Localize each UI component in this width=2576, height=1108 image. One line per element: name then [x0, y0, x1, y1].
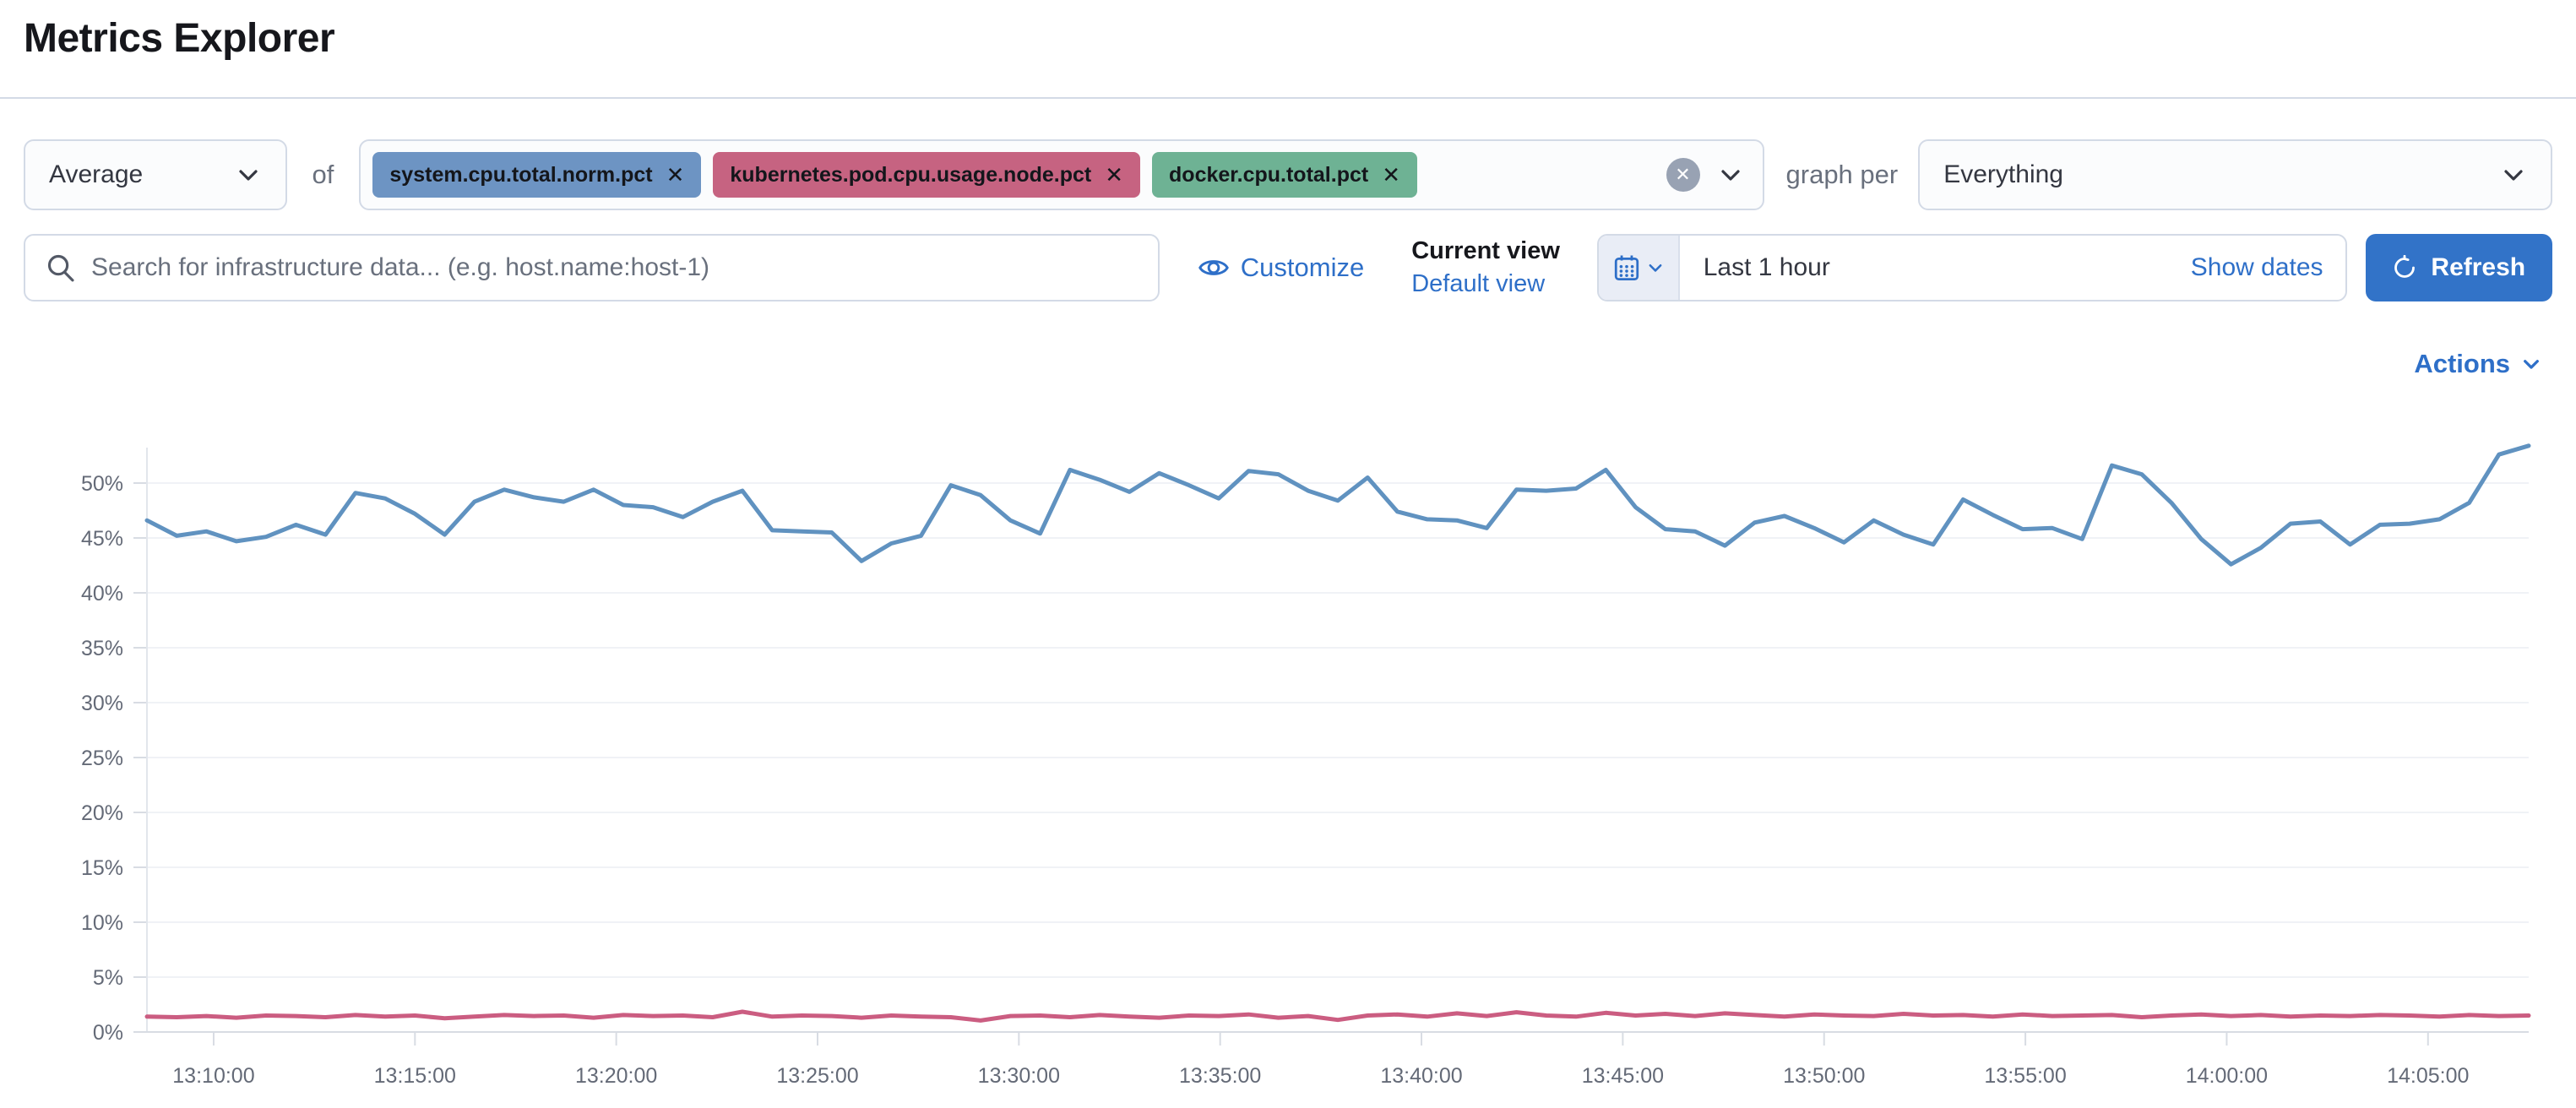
page-title: Metrics Explorer — [24, 16, 335, 61]
header-divider — [0, 97, 2576, 99]
y-axis-tick-label: 10% — [81, 911, 123, 935]
x-axis-tick-label: 13:40:00 — [1380, 1064, 1462, 1088]
search-icon — [47, 254, 74, 282]
remove-metric-icon[interactable]: ✕ — [1105, 161, 1124, 187]
chevron-down-icon — [2504, 170, 2523, 181]
actions-menu-button[interactable]: Actions — [2414, 349, 2542, 379]
series-line-system.cpu.total.norm.pct — [144, 443, 2531, 567]
x-axis-tick-label: 13:10:00 — [172, 1064, 254, 1088]
x-axis-tick-label: 14:05:00 — [2387, 1064, 2469, 1088]
metric-pill-label: docker.cpu.total.pct — [1169, 162, 1369, 187]
y-axis-tick-label: 40% — [81, 582, 123, 606]
metrics-combobox-controls: ✕ — [1666, 158, 1744, 192]
show-dates-link[interactable]: Show dates — [2190, 253, 2323, 281]
quick-select-button[interactable] — [1598, 236, 1680, 300]
x-axis-tick-label: 13:45:00 — [1582, 1064, 1664, 1088]
x-axis-tick-label: 13:20:00 — [575, 1064, 657, 1088]
y-axis-tick-label: 35% — [81, 637, 123, 660]
page-header: Metrics Explorer — [0, 0, 2576, 62]
y-axis-tick-label: 25% — [81, 747, 123, 770]
current-view-label: Current view — [1411, 237, 1560, 264]
calendar-icon — [1614, 255, 1639, 280]
chevron-down-icon — [238, 170, 258, 181]
search-toolbar: Customize Current view Default view Last… — [24, 234, 2552, 301]
y-axis-tick-label: 30% — [81, 692, 123, 715]
date-range-value[interactable]: Last 1 hour — [1703, 253, 1830, 281]
clear-icon: ✕ — [1675, 164, 1691, 185]
x-axis-tick-label: 13:15:00 — [374, 1064, 456, 1088]
metric-pill[interactable]: system.cpu.total.norm.pct ✕ — [372, 152, 702, 198]
y-axis-tick-label: 45% — [81, 527, 123, 551]
search-input[interactable] — [91, 253, 1138, 282]
series-line-kubernetes.pod.cpu.usage.node.pct — [144, 1009, 2531, 1023]
search-field[interactable] — [24, 234, 1160, 301]
metric-pill-list: system.cpu.total.norm.pct ✕ kubernetes.pod… — [372, 152, 1417, 198]
metrics-combobox[interactable]: system.cpu.total.norm.pct ✕ kubernetes.pod… — [359, 139, 1764, 210]
view-switcher: Current view Default view — [1411, 237, 1572, 298]
x-axis-tick-label: 13:30:00 — [978, 1064, 1060, 1088]
metric-pill-label: kubernetes.pod.cpu.usage.node.pct — [730, 162, 1092, 187]
default-view-link[interactable]: Default view — [1411, 270, 1546, 297]
x-axis-tick-label: 14:00:00 — [2186, 1064, 2268, 1088]
chevron-down-icon — [2524, 360, 2539, 369]
chevron-down-icon[interactable] — [1717, 161, 1744, 188]
y-axis-tick-label: 50% — [81, 472, 123, 496]
x-axis-tick-label: 13:35:00 — [1179, 1064, 1261, 1088]
of-label: of — [312, 160, 334, 189]
remove-metric-icon[interactable]: ✕ — [666, 161, 685, 187]
actions-label: Actions — [2414, 349, 2510, 378]
chart-actions-row: Actions — [0, 349, 2542, 379]
metric-toolbar: Average of system.cpu.total.norm.pct ✕ kub… — [24, 139, 2552, 210]
super-date-picker: Last 1 hour Show dates — [1596, 234, 2347, 301]
refresh-button[interactable]: Refresh — [2365, 234, 2552, 301]
refresh-label: Refresh — [2431, 253, 2526, 281]
metric-pill[interactable]: docker.cpu.total.pct ✕ — [1152, 152, 1417, 198]
y-axis-tick-label: 5% — [93, 966, 123, 990]
graph-per-label: graph per — [1785, 160, 1899, 189]
customize-button[interactable]: Customize — [1198, 253, 1364, 283]
metrics-chart[interactable]: 0% 5% 10% 15% 20% 25% 30% 35% 40% 45% 50% 13:10:00 1… — [0, 439, 2576, 1108]
y-axis-tick-label: 20% — [81, 801, 123, 825]
y-axis-tick-label: 0% — [93, 1021, 123, 1045]
metrics-line-chart[interactable]: 0% 5% 10% 15% 20% 25% 30% 35% 40% 45% 50% 13:10:00 1… — [0, 439, 2576, 1108]
chevron-down-icon — [1649, 264, 1662, 272]
group-by-select[interactable]: Everything — [1918, 139, 2552, 210]
aggregation-value: Average — [49, 160, 144, 188]
metric-pill-label: system.cpu.total.norm.pct — [389, 162, 653, 187]
metric-pill[interactable]: kubernetes.pod.cpu.usage.node.pct ✕ — [713, 152, 1141, 198]
x-axis-tick-label: 13:25:00 — [776, 1064, 858, 1088]
refresh-icon — [2394, 255, 2416, 278]
clear-metrics-button[interactable]: ✕ — [1666, 158, 1700, 192]
group-by-value: Everything — [1943, 160, 2063, 188]
x-axis-tick-label: 13:55:00 — [1984, 1064, 2066, 1088]
remove-metric-icon[interactable]: ✕ — [1382, 161, 1400, 187]
x-axis-tick-label: 13:50:00 — [1783, 1064, 1865, 1088]
eye-icon — [1198, 260, 1229, 275]
customize-label: Customize — [1240, 253, 1365, 282]
y-axis-tick-label: 15% — [81, 856, 123, 880]
aggregation-select[interactable]: Average — [24, 139, 287, 210]
